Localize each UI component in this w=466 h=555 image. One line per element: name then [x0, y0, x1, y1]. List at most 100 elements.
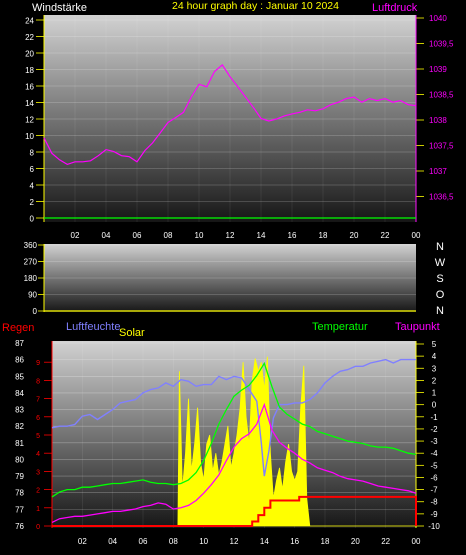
rain-tick-label: 9	[36, 360, 40, 367]
tick-label-pressure: 1038,5	[429, 91, 454, 100]
temperature-tick-label: -7	[430, 486, 438, 495]
temperature-label: Temperatur	[312, 321, 368, 333]
rain-tick-label: 3	[36, 469, 40, 476]
tick-label-wind: 10	[25, 132, 34, 141]
temperature-tick-label: 5	[432, 340, 437, 349]
tick-label-wind: 16	[25, 83, 34, 92]
temperature-tick-label: -8	[430, 498, 438, 507]
humidity-tick-label: 87	[15, 339, 24, 348]
temperature-tick-label: -4	[430, 449, 438, 458]
bottom-x-tick-label: 20	[351, 537, 360, 546]
solar-area	[52, 356, 416, 527]
tick-label-pressure: 1037	[429, 167, 447, 176]
rain-tick-label: 7	[36, 397, 40, 404]
rain-tick-label: 6	[36, 415, 40, 422]
temperature-line	[51, 361, 417, 498]
humidity-tick-label: 84	[15, 389, 24, 398]
tick-label-wind: 6	[30, 165, 35, 174]
top-panel	[44, 15, 416, 222]
x-tick-label: 18	[319, 231, 328, 240]
rain-tick-label: 0	[36, 524, 40, 531]
dir-tick-label: 90	[28, 291, 37, 300]
compass-label: N	[436, 241, 444, 253]
x-tick-label: 00	[412, 231, 421, 240]
rain-tick-label: 2	[36, 488, 40, 495]
tick-label-pressure: 1040	[429, 14, 447, 23]
tick-label-wind: 14	[25, 99, 34, 108]
humidity-tick-label: 80	[15, 455, 24, 464]
x-tick-label: 22	[381, 231, 390, 240]
bottom-x-tick-label: 18	[321, 537, 330, 546]
bottom-x-tick-label: 12	[230, 537, 239, 546]
dewpoint-label: Taupunkt	[395, 321, 440, 333]
tick-label-pressure: 1036,5	[429, 193, 454, 202]
bottom-x-tick-label: 08	[169, 537, 178, 546]
rain-tick-label: 4	[36, 451, 40, 458]
bottom-x-tick-label: 04	[108, 537, 117, 546]
temperature-tick-label: 2	[432, 376, 437, 385]
temperature-tick-label: -3	[430, 437, 438, 446]
rain-tick-label: 5	[36, 433, 40, 440]
x-tick-label: 16	[288, 231, 297, 240]
dir-tick-label: 270	[24, 258, 38, 267]
humidity-tick-label: 81	[15, 439, 24, 448]
bottom-x-tick-label: 00	[412, 537, 421, 546]
rain-tick-label: 1	[36, 506, 40, 513]
temperature-tick-label: -10	[428, 522, 440, 531]
grid-lines	[36, 15, 424, 528]
chart-title: 24 hour graph day : Januar 10 2024	[172, 0, 339, 12]
temperature-tick-label: -9	[430, 510, 438, 519]
tick-label-wind: 18	[25, 66, 34, 75]
bottom-x-tick-label: 16	[290, 537, 299, 546]
tick-label-wind: 2	[30, 198, 35, 207]
temperature-tick-label: -2	[430, 425, 438, 434]
humidity-tick-label: 85	[15, 372, 24, 381]
humidity-tick-label: 82	[15, 422, 24, 431]
compass-label: N	[436, 305, 444, 317]
tick-label-wind: 12	[25, 116, 34, 125]
tick-label-wind: 24	[25, 17, 34, 26]
x-tick-label: 12	[226, 231, 235, 240]
tick-label-wind: 4	[30, 182, 35, 191]
temperature-tick-label: 3	[432, 364, 437, 373]
humidity-tick-label: 77	[15, 505, 24, 514]
bottom-x-tick-label: 14	[260, 537, 269, 546]
temperature-tick-label: 0	[432, 401, 437, 410]
tick-label-wind: 8	[30, 149, 35, 158]
axis-labels: 0246810121416182022241036,510371037,5103…	[15, 14, 454, 546]
humidity-tick-label: 79	[15, 472, 24, 481]
tick-label-pressure: 1039,5	[429, 40, 454, 49]
wind-strength-label: Windstärke	[32, 2, 87, 14]
tick-label-pressure: 1039	[429, 65, 447, 74]
x-tick-label: 10	[195, 231, 204, 240]
chart-marks	[43, 64, 417, 527]
dir-tick-label: 360	[24, 241, 38, 250]
bottom-x-tick-label: 10	[199, 537, 208, 546]
x-tick-label: 20	[350, 231, 359, 240]
dir-tick-label: 180	[24, 274, 38, 283]
x-tick-label: 14	[257, 231, 266, 240]
tick-label-wind: 20	[25, 50, 34, 59]
humidity-tick-label: 76	[15, 522, 24, 531]
rain-line	[52, 495, 417, 527]
humidity-tick-label: 83	[15, 406, 24, 415]
dewpoint-line	[51, 402, 417, 523]
temperature-tick-label: 4	[432, 352, 437, 361]
temperature-tick-label: 1	[432, 389, 437, 398]
bottom-x-tick-label: 02	[78, 537, 87, 546]
x-tick-label: 08	[164, 231, 173, 240]
tick-label-wind: 0	[30, 215, 35, 224]
bottom-x-tick-label: 06	[139, 537, 148, 546]
tick-label-pressure: 1038	[429, 116, 447, 125]
x-tick-label: 02	[71, 231, 80, 240]
solar-label: Solar	[119, 327, 145, 339]
air-pressure-label: Luftdruck	[372, 2, 418, 14]
temperature-tick-label: -1	[430, 413, 438, 422]
x-tick-label: 04	[102, 231, 111, 240]
humidity-tick-label: 78	[15, 489, 24, 498]
temperature-tick-label: -5	[430, 461, 438, 470]
humidity-tick-label: 86	[15, 356, 24, 365]
tick-label-wind: 22	[25, 33, 34, 42]
direction-panel	[44, 244, 416, 312]
